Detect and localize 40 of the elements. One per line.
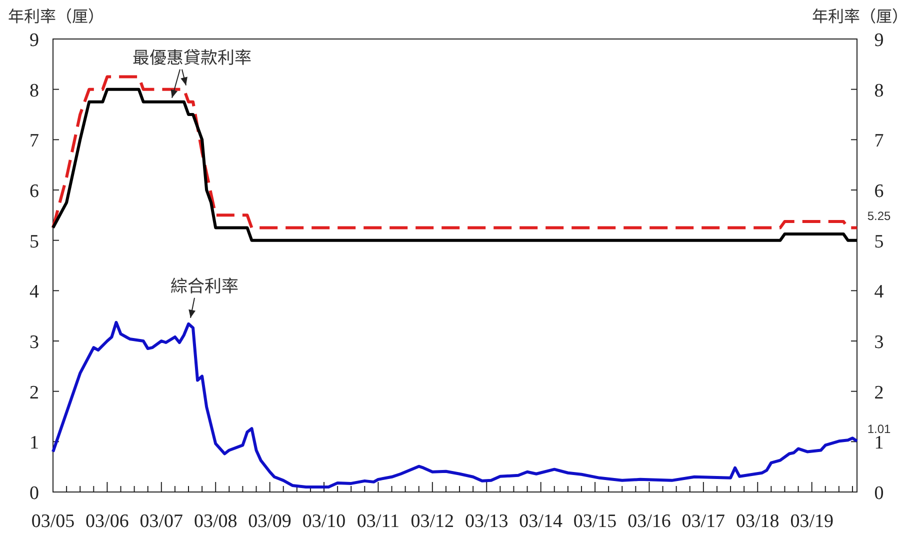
x-tick-label: 03/07: [140, 511, 184, 532]
y2-tick-label: 2: [874, 382, 884, 404]
y2-tick-label: 9: [874, 30, 884, 51]
y2-tick-label: 6: [874, 181, 884, 202]
y-tick-label: 5: [30, 231, 39, 252]
x-tick-label: 03/18: [736, 511, 780, 532]
x-tick-label: 03/13: [464, 511, 508, 532]
x-tick-label: 03/16: [628, 511, 671, 532]
y2-tick-label: 4: [874, 282, 884, 303]
y-axis-title: 年利率（厘）: [8, 3, 104, 27]
y2-axis-title: 年利率（厘）: [812, 3, 908, 27]
x-tick-label: 03/19: [790, 511, 834, 532]
y2-tick-label: 8: [874, 80, 884, 102]
x-tick-label: 03/10: [302, 511, 346, 532]
y-tick-label: 2: [30, 382, 39, 404]
x-tick-label: 03/05: [31, 511, 75, 532]
x-tick-label: 03/11: [356, 511, 400, 532]
y-tick-label: 9: [30, 30, 39, 51]
line-series: [52, 320, 858, 488]
y-tick-label: 0: [30, 483, 39, 504]
y-tick-label: 3: [30, 332, 39, 353]
y-tick-label: 8: [30, 80, 39, 102]
x-tick-label: 03/17: [682, 511, 726, 532]
y-tick-label: 4: [30, 282, 40, 303]
y2-tick-label: 7: [874, 130, 884, 152]
y-tick-label: 7: [30, 130, 39, 152]
y2-tick-label: 3: [874, 332, 884, 353]
annotation: 綜合利率: [170, 272, 239, 297]
annotation: 最優惠貸款利率: [132, 43, 252, 68]
x-tick-label: 03/09: [248, 511, 292, 532]
y-tick-label: 6: [30, 181, 39, 202]
y-tick-label: 1: [30, 432, 39, 454]
x-tick-label: 03/08: [194, 511, 238, 532]
y2-tick-label: 0: [874, 483, 884, 504]
x-tick-label: 03/12: [410, 511, 454, 532]
x-tick-label: 03/06: [86, 511, 129, 532]
y2-tick-label: 5: [874, 231, 884, 252]
x-tick-label: 03/14: [519, 511, 563, 532]
annotation: 5.25: [867, 208, 891, 223]
x-tick-label: 03/15: [573, 511, 617, 532]
